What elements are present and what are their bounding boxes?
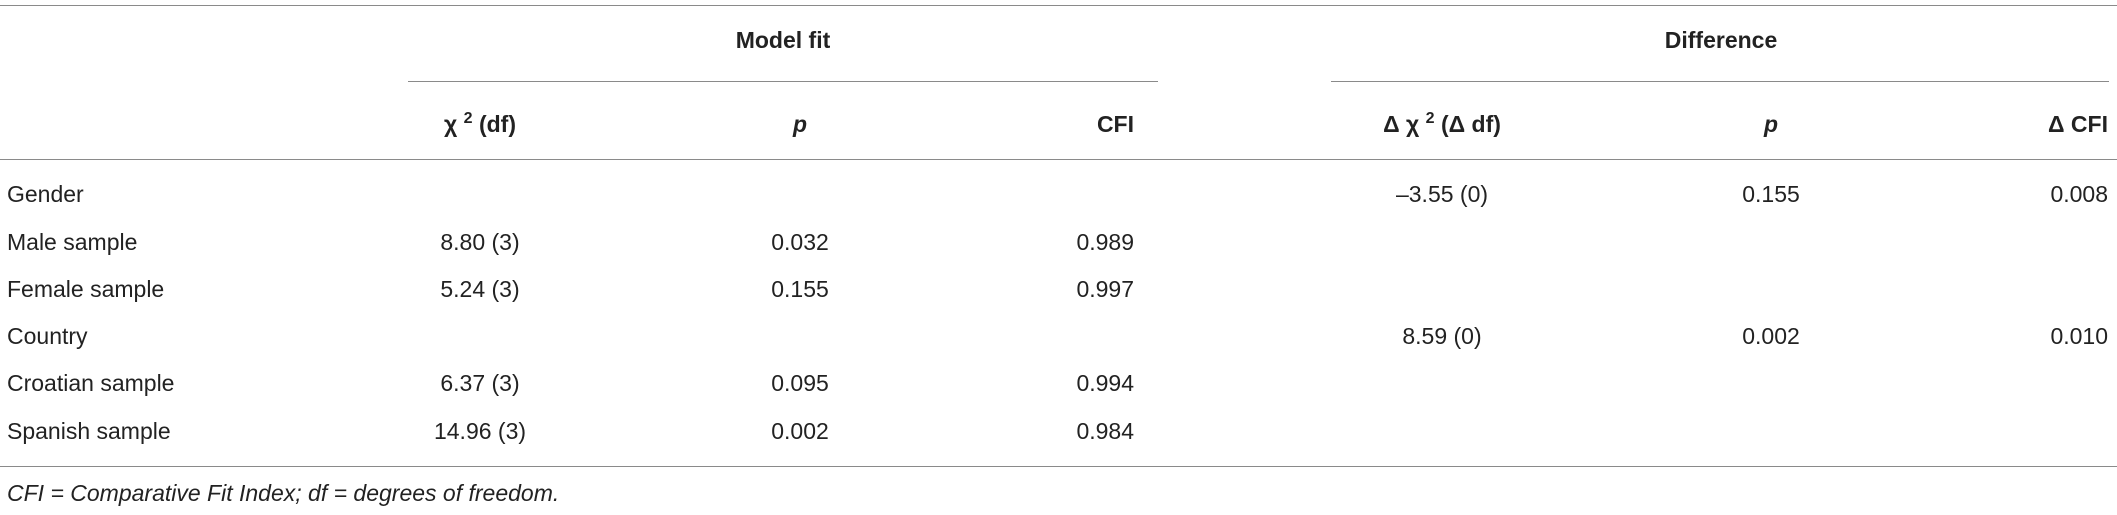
cell: 0.095 (771, 370, 829, 396)
header-text: (df) (478, 111, 516, 137)
cell: 8.59 (0) (1402, 323, 1482, 349)
cell: 0.989 (1076, 229, 1134, 255)
cell: 0.155 (771, 276, 829, 302)
cell: 6.37 (3) (440, 370, 520, 396)
cell: 0.997 (1076, 276, 1134, 302)
cell: 5.24 (3) (440, 276, 520, 302)
column-header: Δ χ 2 (Δ df) (1383, 109, 1501, 139)
column-header: Δ CFI (2048, 109, 2108, 139)
column-header: p (1764, 109, 1778, 139)
row-label: Female sample (7, 276, 165, 302)
header-text: p (792, 111, 808, 137)
row-label: Spanish sample (7, 418, 171, 444)
top-rule (0, 5, 2117, 6)
header-superscript: 2 (463, 110, 473, 127)
bottom-rule (0, 466, 2117, 467)
cell: 8.80 (3) (440, 229, 520, 255)
header-text: CFI (1096, 111, 1134, 137)
cell: 0.002 (771, 418, 829, 444)
group-header: Model fit (735, 27, 831, 53)
cell: 0.032 (771, 229, 829, 255)
group-rule (1331, 81, 2109, 82)
header-superscript: 2 (1425, 110, 1435, 127)
column-header: p (793, 109, 807, 139)
group-rule (408, 81, 1158, 82)
group-header: Difference (1664, 27, 1778, 53)
cell: 0.010 (2050, 323, 2108, 349)
cell: 0.002 (1742, 323, 1800, 349)
footnote: CFI = Comparative Fit Index; df = degree… (7, 480, 560, 506)
row-label: Male sample (7, 229, 138, 255)
row-label: Country (7, 323, 88, 349)
header-text: p (1763, 111, 1779, 137)
header-text: Δ CFI (2048, 111, 2108, 137)
row-label: Croatian sample (7, 370, 175, 396)
header-text: (Δ df) (1440, 111, 1501, 137)
header-rule (0, 159, 2117, 160)
cell: 0.984 (1076, 418, 1134, 444)
cell: 0.994 (1076, 370, 1134, 396)
cell: 0.155 (1742, 181, 1800, 207)
cell: 14.96 (3) (433, 418, 527, 444)
cell: –3.55 (0) (1395, 181, 1489, 207)
column-header: CFI (1097, 109, 1134, 139)
column-header: χ 2 (df) (444, 109, 516, 139)
header-text: χ (444, 111, 458, 137)
header-text: Δ χ (1383, 111, 1420, 137)
cell: 0.008 (2050, 181, 2108, 207)
row-label: Gender (7, 181, 84, 207)
